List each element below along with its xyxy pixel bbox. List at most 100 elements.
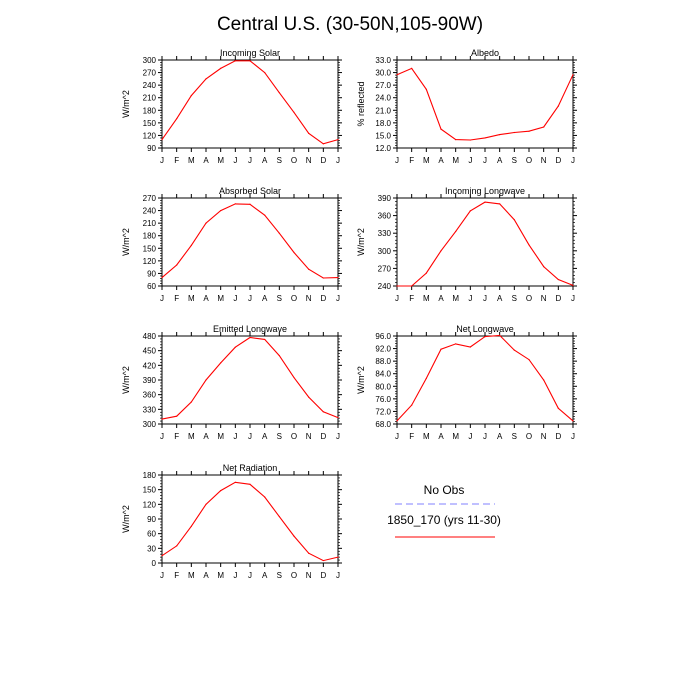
- x-tick-label: F: [174, 432, 179, 441]
- x-tick-label: O: [526, 432, 532, 441]
- data-point: [234, 203, 236, 205]
- x-tick-label: D: [320, 571, 326, 580]
- x-tick-label: A: [438, 294, 444, 303]
- series-line-model: [396, 334, 574, 422]
- x-tick-label: D: [555, 294, 561, 303]
- x-tick-label: N: [541, 156, 547, 165]
- plot-frame: [396, 197, 574, 287]
- data-point: [205, 222, 207, 224]
- y-tick-label: 15.0: [375, 131, 391, 140]
- y-tick-label: 30: [147, 544, 156, 553]
- data-point: [337, 277, 339, 279]
- y-tick-label: 60: [147, 282, 156, 291]
- data-point: [322, 277, 324, 279]
- y-tick-label: 330: [378, 229, 392, 238]
- y-tick-label: 210: [143, 94, 157, 103]
- data-point: [249, 60, 251, 62]
- data-point: [176, 118, 178, 120]
- data-point: [278, 92, 280, 94]
- data-point: [161, 418, 163, 420]
- plot-frame: [161, 474, 339, 564]
- data-point: [176, 264, 178, 266]
- series-line-model: [161, 60, 339, 145]
- y-axis-label: W/m^2: [121, 228, 131, 256]
- x-tick-label: J: [233, 294, 237, 303]
- y-tick-label: 150: [143, 486, 157, 495]
- data-point: [293, 251, 295, 254]
- y-tick-label: 180: [143, 106, 157, 115]
- x-tick-label: M: [423, 432, 430, 441]
- x-tick-label: M: [217, 432, 224, 441]
- x-tick-label: J: [395, 156, 399, 165]
- y-axis-label: % reflected: [356, 81, 366, 126]
- y-tick-label: 30.0: [375, 69, 391, 78]
- data-point: [249, 483, 251, 485]
- data-point: [513, 349, 515, 351]
- data-point: [264, 496, 266, 498]
- x-tick-label: N: [541, 294, 547, 303]
- data-point: [484, 137, 486, 139]
- series-line-model: [161, 481, 339, 562]
- data-point: [455, 343, 457, 345]
- y-tick-label: 90: [147, 515, 156, 524]
- x-tick-label: J: [395, 294, 399, 303]
- x-tick-label: D: [555, 432, 561, 441]
- x-tick-label: O: [291, 294, 297, 303]
- x-tick-label: N: [306, 432, 312, 441]
- data-point: [205, 379, 207, 381]
- data-point: [190, 95, 192, 97]
- chart-title: Emitted Longwave: [213, 324, 287, 334]
- series-line-model: [161, 336, 339, 420]
- data-point: [425, 377, 427, 380]
- data-point: [425, 88, 427, 90]
- x-tick-label: D: [320, 156, 326, 165]
- x-tick-label: J: [248, 432, 252, 441]
- chart-title: Albedo: [471, 48, 499, 58]
- data-point: [337, 139, 339, 141]
- data-point: [249, 336, 251, 339]
- plot-frame: [396, 59, 574, 149]
- y-tick-label: 330: [143, 405, 157, 414]
- legend-obs-label: No Obs: [424, 483, 465, 497]
- x-tick-label: J: [336, 294, 340, 303]
- y-tick-label: 90: [147, 269, 156, 278]
- y-axis-label: W/m^2: [121, 90, 131, 118]
- data-point: [396, 420, 398, 422]
- y-tick-label: 68.0: [375, 420, 391, 429]
- data-point: [469, 346, 471, 348]
- x-tick-label: J: [336, 432, 340, 441]
- x-tick-label: A: [438, 432, 444, 441]
- x-tick-label: M: [452, 156, 459, 165]
- data-point: [176, 415, 178, 417]
- data-point: [455, 139, 457, 141]
- y-tick-label: 120: [143, 500, 157, 509]
- y-tick-label: 240: [143, 81, 157, 90]
- y-tick-label: 76.0: [375, 395, 391, 404]
- y-tick-label: 12.0: [375, 144, 391, 153]
- x-tick-label: A: [203, 294, 209, 303]
- data-point: [278, 354, 280, 357]
- x-tick-label: D: [320, 294, 326, 303]
- y-tick-label: 96.0: [375, 332, 391, 341]
- x-tick-label: M: [188, 294, 195, 303]
- y-axis-label: W/m^2: [121, 366, 131, 394]
- data-point: [220, 209, 222, 212]
- series-line-model: [396, 67, 574, 141]
- data-point: [293, 376, 295, 379]
- data-point: [484, 336, 486, 338]
- y-tick-label: 240: [378, 282, 392, 291]
- x-tick-label: O: [526, 156, 532, 165]
- x-tick-label: J: [468, 432, 472, 441]
- y-tick-label: 0: [152, 559, 157, 568]
- data-point: [411, 285, 413, 287]
- x-tick-label: N: [541, 432, 547, 441]
- x-tick-label: J: [160, 156, 164, 165]
- x-tick-label: J: [468, 294, 472, 303]
- x-tick-label: M: [423, 156, 430, 165]
- plot-frame: [161, 197, 339, 287]
- x-tick-label: S: [512, 156, 517, 165]
- x-tick-label: J: [233, 432, 237, 441]
- x-tick-label: S: [277, 432, 282, 441]
- data-point: [264, 71, 266, 74]
- plot-frame: [161, 335, 339, 425]
